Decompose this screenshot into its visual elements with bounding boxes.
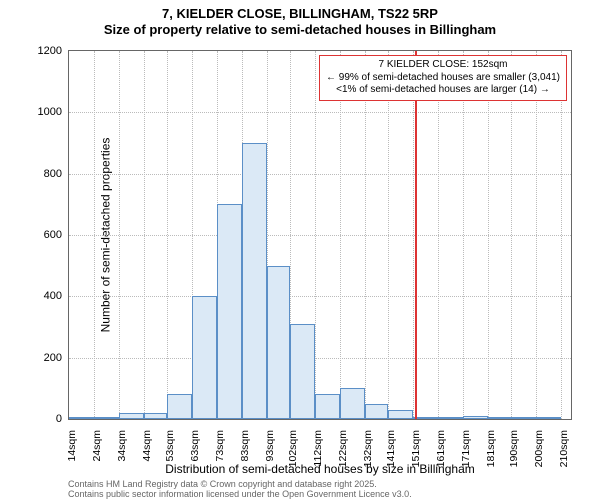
y-tick-label: 1200 bbox=[12, 45, 62, 57]
x-tick-label: 34sqm bbox=[116, 430, 128, 490]
chart-title-line1: 7, KIELDER CLOSE, BILLINGHAM, TS22 5RP bbox=[0, 6, 600, 22]
x-tick-label: 122sqm bbox=[337, 430, 349, 490]
annotation-line1: 7 KIELDER CLOSE: 152sqm bbox=[326, 59, 560, 72]
y-tick-label: 1000 bbox=[12, 106, 62, 118]
gridline-vertical bbox=[94, 51, 95, 419]
histogram-bar bbox=[144, 413, 167, 419]
x-tick-label: 200sqm bbox=[533, 430, 545, 490]
plot-area: 7 KIELDER CLOSE: 152sqm← 99% of semi-det… bbox=[68, 50, 572, 420]
x-tick-label: 190sqm bbox=[508, 430, 520, 490]
histogram-bar bbox=[488, 417, 511, 419]
histogram-bar bbox=[217, 204, 242, 419]
y-tick-label: 600 bbox=[12, 229, 62, 241]
gridline-vertical bbox=[144, 51, 145, 419]
x-tick-label: 141sqm bbox=[385, 430, 397, 490]
histogram-bar bbox=[290, 324, 315, 419]
histogram-bar bbox=[242, 143, 267, 419]
x-tick-label: 151sqm bbox=[410, 430, 422, 490]
chart-title-line2: Size of property relative to semi-detach… bbox=[0, 22, 600, 38]
histogram-bar bbox=[69, 417, 94, 419]
gridline-vertical bbox=[438, 51, 439, 419]
footer-line2: Contains public sector information licen… bbox=[68, 490, 412, 500]
gridline-vertical bbox=[536, 51, 537, 419]
x-tick-label: 132sqm bbox=[362, 430, 374, 490]
histogram-bar bbox=[192, 296, 217, 419]
chart-container: 7, KIELDER CLOSE, BILLINGHAM, TS22 5RP S… bbox=[0, 0, 600, 500]
x-tick-label: 14sqm bbox=[66, 430, 78, 490]
histogram-bar bbox=[267, 266, 290, 419]
reference-line bbox=[415, 51, 417, 419]
x-tick-label: 24sqm bbox=[91, 430, 103, 490]
x-tick-label: 181sqm bbox=[485, 430, 497, 490]
x-tick-label: 112sqm bbox=[312, 430, 324, 490]
gridline-vertical bbox=[463, 51, 464, 419]
gridline-vertical bbox=[167, 51, 168, 419]
histogram-bar bbox=[536, 417, 561, 419]
gridline-vertical bbox=[561, 51, 562, 419]
y-tick-label: 200 bbox=[12, 352, 62, 364]
gridline-vertical bbox=[413, 51, 414, 419]
histogram-bar bbox=[511, 417, 536, 419]
histogram-bar bbox=[167, 394, 192, 419]
x-tick-label: 210sqm bbox=[558, 430, 570, 490]
x-tick-label: 73sqm bbox=[214, 430, 226, 490]
gridline-vertical bbox=[365, 51, 366, 419]
histogram-bar bbox=[365, 404, 388, 419]
x-tick-label: 53sqm bbox=[164, 430, 176, 490]
gridline-vertical bbox=[388, 51, 389, 419]
histogram-bar bbox=[438, 417, 463, 419]
y-tick-label: 800 bbox=[12, 168, 62, 180]
chart-title-block: 7, KIELDER CLOSE, BILLINGHAM, TS22 5RP S… bbox=[0, 0, 600, 39]
y-tick-label: 0 bbox=[12, 413, 62, 425]
histogram-bar bbox=[119, 413, 144, 419]
x-tick-label: 83sqm bbox=[239, 430, 251, 490]
gridline-vertical bbox=[488, 51, 489, 419]
histogram-bar bbox=[463, 416, 488, 419]
histogram-bar bbox=[340, 388, 365, 419]
annotation-box: 7 KIELDER CLOSE: 152sqm← 99% of semi-det… bbox=[319, 55, 567, 101]
annotation-line2: ← 99% of semi-detached houses are smalle… bbox=[326, 72, 560, 85]
histogram-bar bbox=[94, 417, 119, 419]
x-tick-label: 44sqm bbox=[141, 430, 153, 490]
gridline-vertical bbox=[119, 51, 120, 419]
annotation-line3: <1% of semi-detached houses are larger (… bbox=[326, 84, 560, 97]
gridline-vertical bbox=[340, 51, 341, 419]
x-tick-label: 93sqm bbox=[264, 430, 276, 490]
histogram-bar bbox=[315, 394, 340, 419]
x-tick-label: 102sqm bbox=[287, 430, 299, 490]
x-tick-label: 63sqm bbox=[189, 430, 201, 490]
x-tick-label: 161sqm bbox=[435, 430, 447, 490]
gridline-vertical bbox=[315, 51, 316, 419]
x-tick-label: 171sqm bbox=[460, 430, 472, 490]
y-tick-label: 400 bbox=[12, 290, 62, 302]
gridline-vertical bbox=[511, 51, 512, 419]
histogram-bar bbox=[388, 410, 413, 419]
